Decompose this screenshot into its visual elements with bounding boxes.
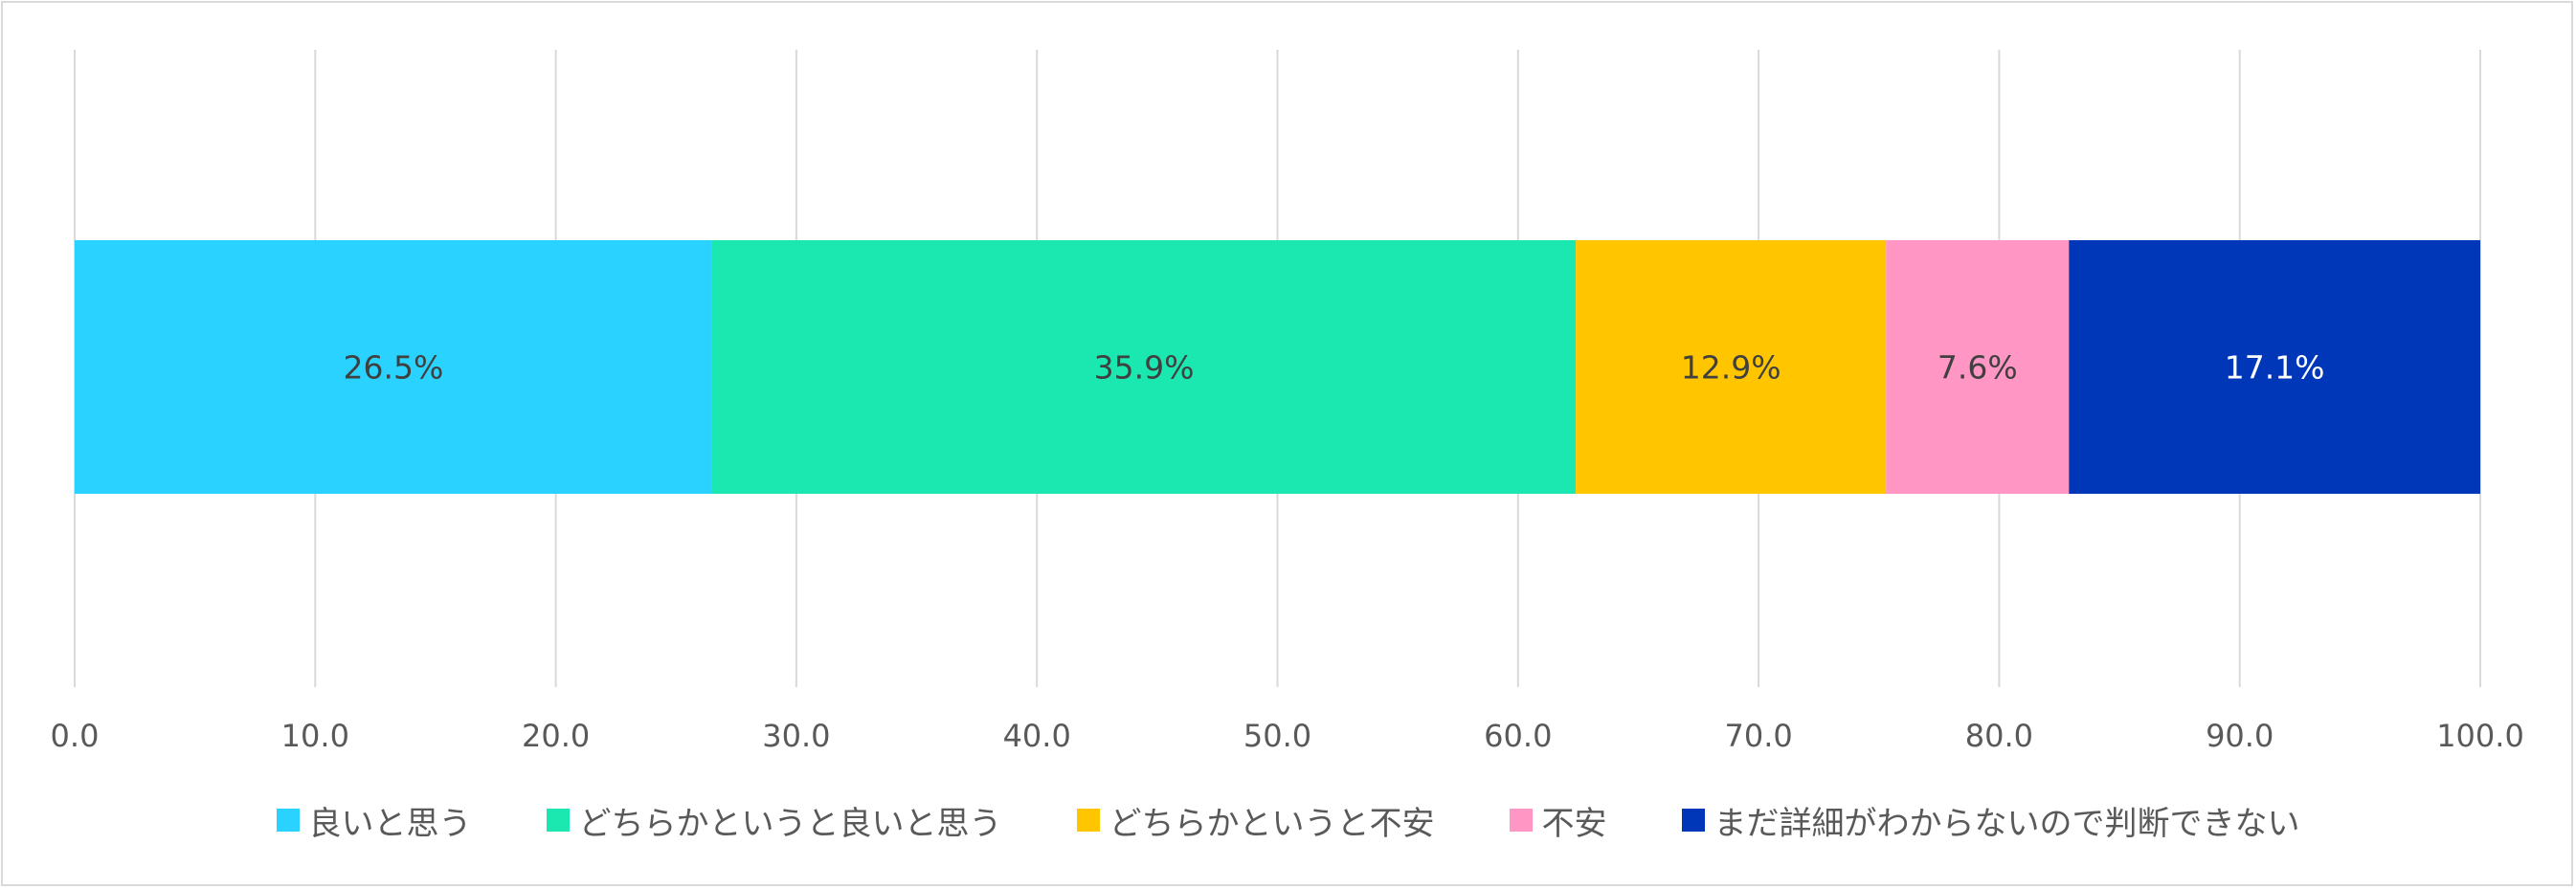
x-tick-label: 10.0 xyxy=(281,718,349,754)
x-tick-label: 80.0 xyxy=(1965,718,2033,754)
legend-item: まだ詳細がわからないので判断できない xyxy=(1681,797,2300,844)
legend-label: どちらかというと不安 xyxy=(1109,804,1435,843)
legend-item: 不安 xyxy=(1509,797,1607,844)
legend-item: どちらかというと不安 xyxy=(1076,797,1435,844)
x-tick-label: 0.0 xyxy=(51,718,100,754)
legend-label: 不安 xyxy=(1541,804,1607,843)
legend-swatch xyxy=(1076,809,1100,832)
legend-swatch xyxy=(1509,809,1533,832)
legend-swatch xyxy=(546,809,570,832)
x-tick-label: 60.0 xyxy=(1484,718,1552,754)
legend-swatch xyxy=(276,809,300,832)
bar-segment xyxy=(1886,240,2070,494)
x-tick-label: 100.0 xyxy=(2436,718,2524,754)
legend: 良いと思う どちらかというと良いと思う どちらかというと不安 不安 まだ詳細がわからない… xyxy=(0,796,2576,844)
data-label: 12.9% xyxy=(1681,349,1781,387)
x-tick-label: 40.0 xyxy=(1003,718,1071,754)
bar-segments xyxy=(75,240,2480,494)
data-label: 26.5% xyxy=(344,349,444,387)
x-tick-label: 70.0 xyxy=(1724,718,1792,754)
legend-item: どちらかというと良いと思う xyxy=(546,797,1002,844)
legend-swatch xyxy=(1681,809,1705,832)
data-label: 7.6% xyxy=(1938,349,2018,387)
bar-segment xyxy=(75,240,712,494)
data-label: 35.9% xyxy=(1094,349,1195,387)
data-labels: 26.5% 35.9% 12.9% 7.6% 17.1% xyxy=(344,349,2325,387)
x-tick-label: 30.0 xyxy=(762,718,830,754)
legend-label: どちらかというと良いと思う xyxy=(578,804,1002,843)
x-axis-tick-labels: 0.0 10.0 20.0 30.0 40.0 50.0 60.0 70.0 80.0 90.0 1… xyxy=(51,718,2524,754)
bar-segment xyxy=(1576,240,1887,494)
x-tick-label: 50.0 xyxy=(1243,718,1311,754)
legend-item: 良いと思う xyxy=(276,797,472,844)
bar-segment xyxy=(2069,240,2480,494)
bar-segment xyxy=(711,240,1577,494)
data-label: 17.1% xyxy=(2225,349,2325,387)
x-tick-label: 90.0 xyxy=(2206,718,2274,754)
legend-label: まだ詳細がわからないので判断できない xyxy=(1714,804,2300,843)
legend-label: 良いと思う xyxy=(308,804,472,843)
x-tick-label: 20.0 xyxy=(522,718,590,754)
